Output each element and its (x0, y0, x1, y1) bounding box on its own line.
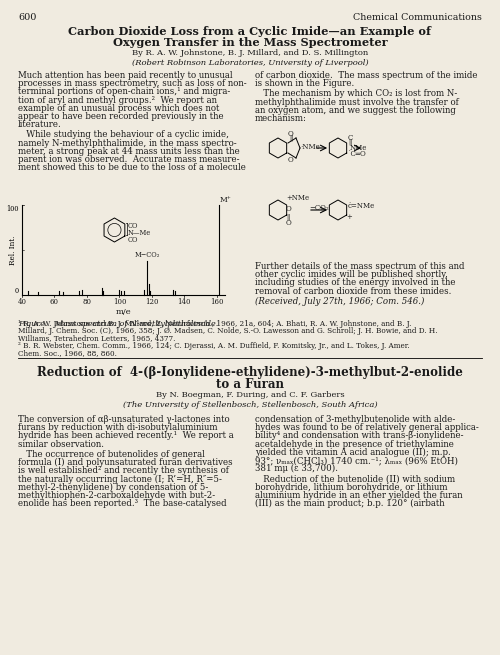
Text: O: O (288, 130, 294, 138)
Text: CO: CO (128, 222, 138, 230)
Text: (Received, July 27th, 1966; Com. 546.): (Received, July 27th, 1966; Com. 546.) (255, 297, 424, 306)
Text: Rel. Int.: Rel. Int. (9, 235, 17, 265)
Text: terminal portions of open-chain ions,¹ and migra-: terminal portions of open-chain ions,¹ a… (18, 87, 230, 96)
Text: acetaldehyde in the presence of triethylamine: acetaldehyde in the presence of triethyl… (255, 440, 454, 449)
Text: By R. A. W. Johnstone, B. J. Millard, and D. S. Millington: By R. A. W. Johnstone, B. J. Millard, an… (132, 49, 368, 57)
Text: example of an unusual process which does not: example of an unusual process which does… (18, 103, 220, 113)
Text: +NMe: +NMe (286, 194, 309, 202)
Text: M−CO₂: M−CO₂ (134, 251, 160, 259)
Text: to a Furan: to a Furan (216, 378, 284, 391)
Text: ∥: ∥ (348, 139, 351, 147)
Text: M⁺: M⁺ (220, 196, 232, 204)
Text: ² B. R. Webster, Chem. Comm., 1966, 124; C. Djerassi, A. M. Duffield, F. Komitsk: ² B. R. Webster, Chem. Comm., 1966, 124;… (18, 342, 409, 350)
Text: m/e: m/e (116, 308, 132, 316)
Text: is well established² and recently the synthesis of: is well established² and recently the sy… (18, 466, 229, 475)
Text: Reduction of the butenolide (II) with sodium: Reduction of the butenolide (II) with so… (255, 474, 455, 483)
Text: Much attention has been paid recently to unusual: Much attention has been paid recently to… (18, 71, 233, 80)
Text: ⋅NMe: ⋅NMe (300, 143, 320, 151)
Text: parent ion was observed.  Accurate mass measure-: parent ion was observed. Accurate mass m… (18, 155, 240, 164)
Text: 600: 600 (18, 13, 36, 22)
Text: formula (I) and polyunsaturated furan derivatives: formula (I) and polyunsaturated furan de… (18, 458, 233, 467)
Text: Oxygen Transfer in the Mass Spectrometer: Oxygen Transfer in the Mass Spectrometer (112, 37, 388, 48)
Text: Figure.   Mass spectrum of N-methylphthalimide.: Figure. Mass spectrum of N-methylphthali… (18, 320, 218, 328)
Text: an oxygen atom, and we suggest the following: an oxygen atom, and we suggest the follo… (255, 106, 456, 115)
Text: C: C (348, 134, 353, 142)
Text: processes in mass spectrometry, such as loss of non-: processes in mass spectrometry, such as … (18, 79, 246, 88)
Text: The conversion of αβ-unsaturated γ-lactones into: The conversion of αβ-unsaturated γ-lacto… (18, 415, 230, 424)
Text: Further details of the mass spectrum of this and: Further details of the mass spectrum of … (255, 262, 464, 271)
Text: methyl-2-thenylidene) by condensation of 5-: methyl-2-thenylidene) by condensation of… (18, 483, 208, 492)
Text: Chemical Communications: Chemical Communications (353, 13, 482, 22)
Text: Reduction of  4-(β-Ionylidene-ethylidene)-3-methylbut-2-enolide: Reduction of 4-(β-Ionylidene-ethylidene)… (37, 366, 463, 379)
Text: (The University of Stellenbosch, Stellenbosch, South Africa): (The University of Stellenbosch, Stellen… (122, 401, 378, 409)
Text: CO: CO (128, 236, 138, 244)
Text: tion of aryl and methyl groups.²  We report an: tion of aryl and methyl groups.² We repo… (18, 96, 217, 105)
Text: including studies of the energy involved in the: including studies of the energy involved… (255, 278, 456, 288)
Text: namely N-methylphthalimide, in the mass spectro-: namely N-methylphthalimide, in the mass … (18, 139, 236, 147)
Text: O: O (286, 205, 292, 213)
Text: methylthiophen-2-carboxaldehyde with but-2-: methylthiophen-2-carboxaldehyde with but… (18, 491, 215, 500)
Text: the naturally occurring lactone (I; R’=H, R″=5-: the naturally occurring lactone (I; R’=H… (18, 474, 222, 483)
Text: is shown in the Figure.: is shown in the Figure. (255, 79, 354, 88)
Text: N—Me: N—Me (128, 229, 150, 237)
Text: +: + (346, 213, 352, 221)
Text: ˙C═O: ˙C═O (348, 150, 367, 158)
Text: aluminium hydride in an ether yielded the furan: aluminium hydride in an ether yielded th… (255, 491, 462, 500)
Text: ¹ R. A. W. Johnstone and B. J. Millard, Z. Naturforsch., 1966, 21a, 604; A. Bhat: ¹ R. A. W. Johnstone and B. J. Millard, … (18, 320, 411, 328)
Text: 160: 160 (210, 298, 224, 306)
Text: 60: 60 (50, 298, 59, 306)
Text: literature.: literature. (18, 121, 62, 129)
Text: mechanism:: mechanism: (255, 114, 307, 123)
Text: of carbon dioxide.  The mass spectrum of the imide: of carbon dioxide. The mass spectrum of … (255, 71, 478, 80)
Text: NMe: NMe (350, 144, 368, 152)
Text: other cyclic imides will be published shortly,: other cyclic imides will be published sh… (255, 271, 448, 279)
Text: borohydride, lithium borohydride, or lithium: borohydride, lithium borohydride, or lit… (255, 483, 448, 492)
Text: (III) as the main product; b.p. 120° (airbath: (III) as the main product; b.p. 120° (ai… (255, 499, 444, 508)
Text: 140: 140 (178, 298, 191, 306)
Text: 93°; νₘₐₓ(CHCl₃) 1740 cm.⁻¹; λₘₐₓ (96% EtOH): 93°; νₘₐₓ(CHCl₃) 1740 cm.⁻¹; λₘₐₓ (96% E… (255, 456, 458, 465)
Text: While studying the behaviour of a cyclic imide,: While studying the behaviour of a cyclic… (18, 130, 229, 140)
Text: By N. Boegman, F. During, and C. F. Garbers: By N. Boegman, F. During, and C. F. Garb… (156, 391, 344, 399)
Text: −CO₂: −CO₂ (309, 204, 329, 212)
Text: 120: 120 (145, 298, 158, 306)
Text: Chem. Soc., 1966, 88, 860.: Chem. Soc., 1966, 88, 860. (18, 349, 117, 357)
Text: ∥: ∥ (290, 135, 292, 143)
Text: O: O (288, 156, 294, 164)
Text: yielded the vitamin A acid analogue (II); m.p.: yielded the vitamin A acid analogue (II)… (255, 448, 451, 457)
Text: 100: 100 (6, 205, 19, 213)
Text: 100: 100 (112, 298, 126, 306)
Text: methylphthalimide must involve the transfer of: methylphthalimide must involve the trans… (255, 98, 459, 107)
Text: bility⁴ and condensation with trans-β-ionylidene-: bility⁴ and condensation with trans-β-io… (255, 432, 464, 440)
Text: hydride has been achieved recently.¹  We report a: hydride has been achieved recently.¹ We … (18, 432, 234, 440)
Text: O: O (286, 219, 292, 227)
Text: meter, a strong peak at 44 mass units less than the: meter, a strong peak at 44 mass units le… (18, 147, 240, 156)
Text: The occurrence of butenolides of general: The occurrence of butenolides of general (18, 450, 205, 458)
Text: ċ=NMe: ċ=NMe (348, 202, 375, 210)
Text: 381 mμ (ε 33,700).: 381 mμ (ε 33,700). (255, 464, 338, 474)
Text: Carbon Dioxide Loss from a Cyclic Imide—an Example of: Carbon Dioxide Loss from a Cyclic Imide—… (68, 26, 432, 37)
Text: ment showed this to be due to the loss of a molecule: ment showed this to be due to the loss o… (18, 163, 246, 172)
Text: Millard, J. Chem. Soc. (C), 1966, 358; J. Ø. Madsen, C. Nolde, S.-O. Lawesson an: Millard, J. Chem. Soc. (C), 1966, 358; J… (18, 328, 438, 335)
Text: condensation of 3-methylbutenolide with alde-: condensation of 3-methylbutenolide with … (255, 415, 455, 424)
Text: similar observation.: similar observation. (18, 440, 104, 449)
Text: enolide has been reported.³  The base-catalysed: enolide has been reported.³ The base-cat… (18, 499, 227, 508)
Text: appear to have been recorded previously in the: appear to have been recorded previously … (18, 112, 224, 121)
Text: hydes was found to be of relatively general applica-: hydes was found to be of relatively gene… (255, 423, 479, 432)
Text: removal of carbon dioxide from these imides.: removal of carbon dioxide from these imi… (255, 287, 452, 295)
Text: The mechanism by which CO₂ is lost from N-: The mechanism by which CO₂ is lost from … (255, 89, 457, 98)
Text: ∥: ∥ (286, 214, 289, 222)
Text: Williams, Tetrahedron Letters, 1965, 4377.: Williams, Tetrahedron Letters, 1965, 437… (18, 335, 176, 343)
Text: furans by reduction with di-isobutylaluminium: furans by reduction with di-isobutylalum… (18, 423, 218, 432)
Text: 40: 40 (18, 298, 26, 306)
Text: (Robert Robinson Laboratories, University of Liverpool): (Robert Robinson Laboratories, Universit… (132, 59, 368, 67)
Text: 0: 0 (15, 287, 19, 295)
Text: 80: 80 (82, 298, 92, 306)
